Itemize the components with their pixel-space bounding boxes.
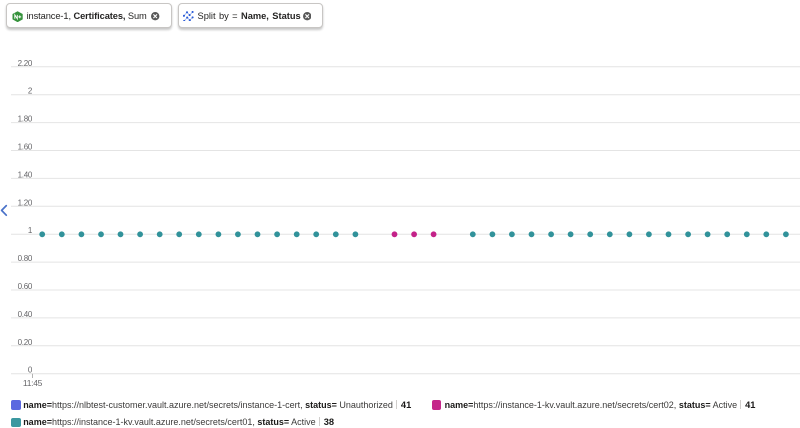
svg-text:0: 0 bbox=[28, 366, 33, 375]
svg-text:1.60: 1.60 bbox=[18, 143, 33, 152]
svg-text:0.60: 0.60 bbox=[18, 282, 33, 291]
svg-text:2: 2 bbox=[28, 87, 33, 96]
svg-text:1.20: 1.20 bbox=[18, 198, 33, 207]
svg-text:0.20: 0.20 bbox=[18, 338, 33, 347]
svg-text:2.20: 2.20 bbox=[18, 59, 33, 68]
svg-text:1.80: 1.80 bbox=[18, 115, 33, 124]
svg-text:1: 1 bbox=[28, 226, 33, 235]
svg-text:11:45: 11:45 bbox=[23, 378, 43, 388]
svg-text:1.40: 1.40 bbox=[18, 170, 33, 179]
svg-text:0.80: 0.80 bbox=[18, 254, 33, 263]
svg-text:0.40: 0.40 bbox=[18, 310, 33, 319]
